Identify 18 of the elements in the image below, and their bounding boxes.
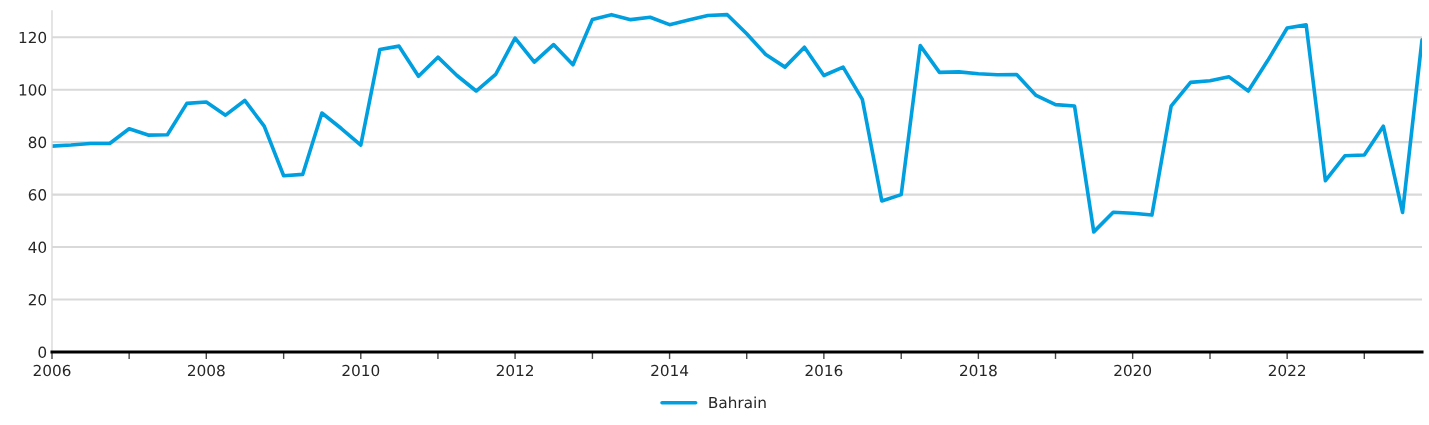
x-tick-label: 2018 xyxy=(960,364,997,377)
x-tick-label: 2016 xyxy=(805,364,843,377)
y-tick-label: 20 xyxy=(28,294,47,306)
x-tick-label: 2008 xyxy=(187,364,225,377)
x-tick-label: 2012 xyxy=(496,364,533,377)
x-tick-label: 2020 xyxy=(1114,364,1152,377)
y-tick-label: 60 xyxy=(28,189,47,201)
y-tick-label: 120 xyxy=(19,31,47,44)
x-tick-label: 2010 xyxy=(342,364,380,377)
y-tick-label: 0 xyxy=(38,346,47,359)
x-tick-label: 2006 xyxy=(33,364,71,377)
x-tick-label: 2014 xyxy=(651,364,689,377)
y-tick-label: 100 xyxy=(19,84,47,96)
y-tick-label: 40 xyxy=(28,241,47,254)
y-tick-label: 80 xyxy=(28,136,47,149)
legend-label: Bahrain xyxy=(709,396,766,409)
x-tick-label: 2022 xyxy=(1268,364,1306,377)
line-series xyxy=(52,12,1422,234)
